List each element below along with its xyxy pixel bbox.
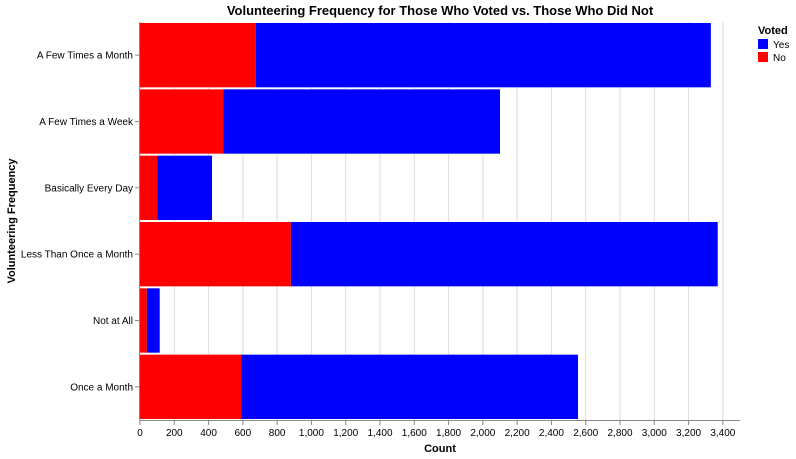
y-tick-label-5: Once a Month: [70, 382, 133, 393]
y-tick-label-0: A Few Times a Month: [37, 51, 133, 62]
x-tick-label-9: 1,800: [436, 428, 461, 439]
bar-yes-5: [241, 354, 578, 419]
legend-title: Voted: [758, 25, 788, 37]
legend-label-yes: Yes: [773, 40, 789, 51]
x-tick-label-12: 2,400: [539, 428, 564, 439]
y-tick-label-3: Less Than Once a Month: [21, 250, 133, 261]
bar-no-2: [140, 155, 158, 220]
y-tick-label-4: Not at All: [93, 316, 133, 327]
bars: [140, 23, 718, 419]
x-tick-label-4: 800: [269, 428, 286, 439]
x-tick-label-8: 1,600: [402, 428, 427, 439]
legend-label-no: No: [773, 53, 786, 64]
bar-yes-1: [223, 89, 500, 154]
y-tick-label-2: Basically Every Day: [45, 183, 133, 194]
x-tick-label-10: 2,000: [470, 428, 495, 439]
grid-lines: [139, 22, 724, 420]
bar-no-3: [140, 222, 291, 287]
legend-swatch-no: [758, 52, 768, 62]
x-tick-label-0: 0: [137, 428, 143, 439]
bar-no-0: [140, 23, 256, 88]
legend: Voted Yes No: [758, 25, 789, 64]
x-tick-label-17: 3,400: [710, 428, 735, 439]
x-tick-label-5: 1,000: [299, 428, 324, 439]
bar-yes-3: [290, 222, 718, 287]
x-tick-label-2: 400: [200, 428, 217, 439]
x-tick-label-13: 2,600: [573, 428, 598, 439]
x-axis: 0 200 400 600 800 1,000 1,200 1,400 1,600 1,800 2,…: [137, 420, 740, 439]
bar-no-1: [140, 89, 224, 154]
bar-yes-4: [146, 288, 160, 353]
bar-no-5: [140, 354, 242, 419]
x-tick-label-7: 1,400: [367, 428, 392, 439]
y-axis: A Few Times a Month A Few Times a Week Bas…: [21, 22, 140, 420]
x-tick-label-14: 2,800: [607, 428, 632, 439]
y-tick-label-1: A Few Times a Week: [39, 117, 134, 128]
bar-yes-2: [157, 155, 212, 220]
bar-no-4: [140, 288, 147, 353]
x-tick-label-1: 200: [166, 428, 183, 439]
x-tick-label-6: 1,200: [333, 428, 358, 439]
y-axis-title: Volunteering Frequency: [6, 158, 18, 284]
x-tick-label-15: 3,000: [642, 428, 667, 439]
x-tick-label-3: 600: [235, 428, 252, 439]
bar-yes-0: [255, 23, 711, 88]
x-tick-label-11: 2,200: [505, 428, 530, 439]
x-axis-title: Count: [424, 443, 456, 455]
x-tick-label-16: 3,200: [676, 428, 701, 439]
legend-swatch-yes: [758, 39, 768, 49]
chart-title: Volunteering Frequency for Those Who Vot…: [227, 3, 654, 18]
